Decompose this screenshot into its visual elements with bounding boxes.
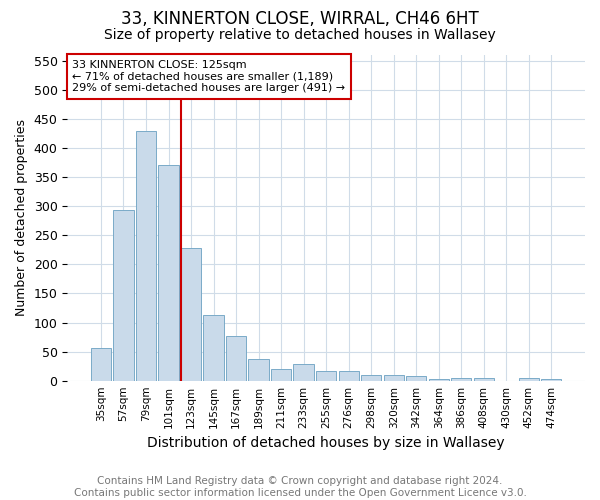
Bar xyxy=(113,210,134,380)
Bar xyxy=(428,379,449,380)
Bar xyxy=(518,378,539,380)
Bar xyxy=(226,336,246,380)
Bar xyxy=(203,315,224,380)
Bar xyxy=(473,378,494,380)
Text: 33 KINNERTON CLOSE: 125sqm
← 71% of detached houses are smaller (1,189)
29% of s: 33 KINNERTON CLOSE: 125sqm ← 71% of deta… xyxy=(73,60,346,93)
Bar xyxy=(316,371,336,380)
Bar xyxy=(451,378,472,380)
Bar xyxy=(338,371,359,380)
Bar xyxy=(361,375,382,380)
Text: Contains HM Land Registry data © Crown copyright and database right 2024.
Contai: Contains HM Land Registry data © Crown c… xyxy=(74,476,526,498)
Bar xyxy=(406,376,427,380)
Text: Size of property relative to detached houses in Wallasey: Size of property relative to detached ho… xyxy=(104,28,496,42)
Bar xyxy=(271,369,291,380)
Bar xyxy=(136,130,156,380)
X-axis label: Distribution of detached houses by size in Wallasey: Distribution of detached houses by size … xyxy=(148,436,505,450)
Bar xyxy=(541,379,562,380)
Bar xyxy=(383,376,404,380)
Text: 33, KINNERTON CLOSE, WIRRAL, CH46 6HT: 33, KINNERTON CLOSE, WIRRAL, CH46 6HT xyxy=(121,10,479,28)
Bar xyxy=(158,166,179,380)
Bar xyxy=(248,358,269,380)
Bar xyxy=(181,248,201,380)
Bar xyxy=(91,348,111,380)
Y-axis label: Number of detached properties: Number of detached properties xyxy=(15,120,28,316)
Bar xyxy=(293,364,314,380)
